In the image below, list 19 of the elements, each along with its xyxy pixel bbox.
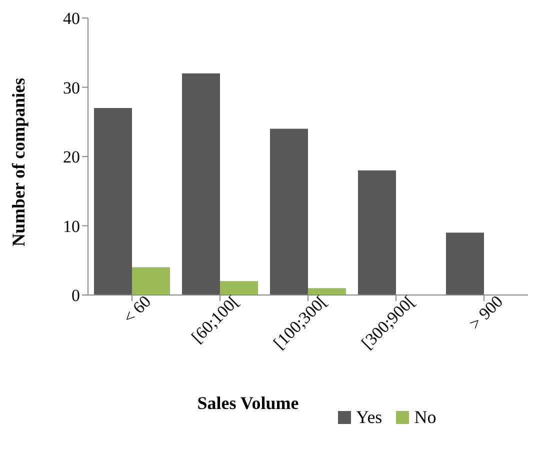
y-tick-label: 30 — [63, 78, 80, 98]
bar — [94, 108, 132, 295]
x-tick-label: < 60 — [119, 292, 155, 328]
legend-label: Yes — [356, 407, 382, 428]
y-axis-title: Number of companies — [8, 78, 28, 246]
bar — [270, 128, 308, 295]
legend-label: No — [414, 407, 436, 428]
bar — [446, 232, 484, 295]
y-tick-label: 10 — [63, 216, 80, 236]
bar — [182, 73, 220, 295]
y-tick-label: 40 — [63, 9, 80, 28]
x-tick-label: > 900 — [465, 292, 507, 334]
y-tick-label: 20 — [63, 148, 80, 167]
bar — [220, 281, 258, 295]
x-axis-title: Sales Volume — [197, 393, 299, 413]
bar — [358, 170, 396, 295]
bar — [308, 288, 346, 295]
y-tick-label: 0 — [72, 286, 80, 306]
bar — [132, 267, 170, 295]
